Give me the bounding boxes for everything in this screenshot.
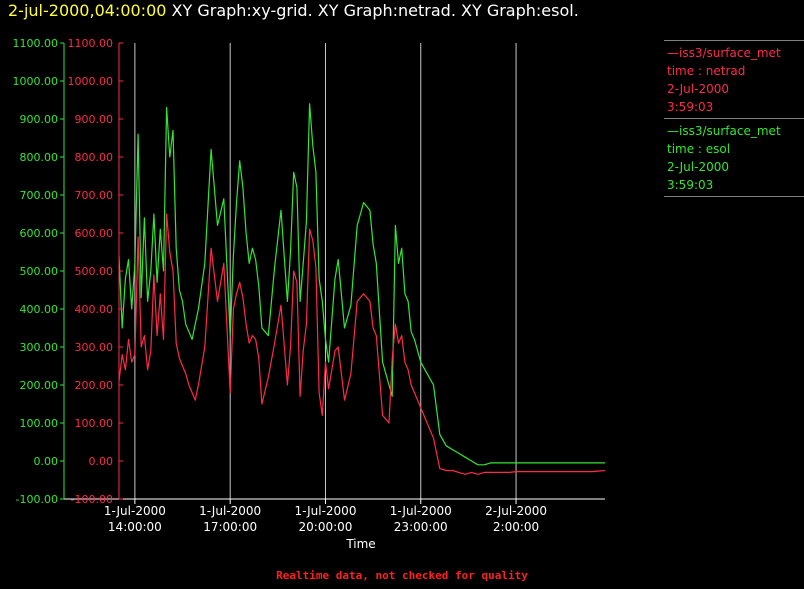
x-tick-label-time: 2:00:00: [493, 520, 539, 534]
y-tick-label-netrad: 0.00: [89, 455, 114, 468]
legend-time: 3:59:03: [667, 178, 714, 192]
y-tick-label-esol: 600.00: [20, 227, 59, 240]
y-tick-label-esol: 900.00: [20, 113, 59, 126]
y-tick-label-esol: 0.00: [34, 455, 59, 468]
y-tick-label-esol: 1000.00: [13, 75, 59, 88]
y-tick-label-netrad: 200.00: [75, 379, 114, 392]
header-bar: 2-jul-2000,04:00:00 XY Graph:xy-grid. XY…: [8, 1, 579, 23]
x-tick-label-date: 1-Jul-2000: [104, 504, 166, 518]
y-tick-label-netrad: 1000.00: [68, 75, 114, 88]
legend: —iss3/surface_met time : netrad 2-Jul-20…: [664, 40, 804, 197]
y-tick-label-esol: 200.00: [20, 379, 59, 392]
x-tick-label-time: 17:00:00: [203, 520, 257, 534]
y-tick-label-netrad: 600.00: [75, 227, 114, 240]
legend-entry-netrad: —iss3/surface_met time : netrad 2-Jul-20…: [664, 40, 804, 118]
vertical-grid: [134, 43, 517, 499]
series-line-esol: [118, 103, 605, 466]
x-tick-label-date: 1-Jul-2000: [390, 504, 452, 518]
legend-variable: time : esol: [667, 142, 731, 156]
legend-date: 2-Jul-2000: [667, 160, 729, 174]
y-tick-label-netrad: 700.00: [75, 189, 114, 202]
plot-area: [118, 103, 606, 475]
legend-date: 2-Jul-2000: [667, 82, 729, 96]
series-line-netrad: [118, 213, 606, 475]
y-tick-label-esol: -100.00: [16, 493, 58, 506]
y-tick-label-esol: 700.00: [20, 189, 59, 202]
y-tick-label-netrad: 800.00: [75, 151, 114, 164]
x-tick-label-time: 14:00:00: [108, 520, 162, 534]
y-tick-label-esol: 400.00: [20, 303, 59, 316]
y-tick-label-esol: 300.00: [20, 341, 59, 354]
y-tick-label-esol: 100.00: [20, 417, 59, 430]
legend-source: —iss3/surface_met: [667, 124, 781, 138]
y-tick-label-netrad: 1100.00: [68, 37, 114, 50]
y-tick-label-netrad: 500.00: [75, 265, 114, 278]
y-tick-label-netrad: 100.00: [75, 417, 114, 430]
y-tick-label-esol: 800.00: [20, 151, 59, 164]
axes: 1-Jul-2000 14:00:00 1-Jul-2000 17:00:00 1-Ju…: [13, 37, 605, 534]
header-graph-list: XY Graph:xy-grid. XY Graph:netrad. XY Gr…: [171, 1, 579, 20]
y-tick-label-netrad: 300.00: [75, 341, 114, 354]
legend-source: —iss3/surface_met: [667, 46, 781, 60]
y-tick-label-esol: 1100.00: [13, 37, 59, 50]
y-tick-label-esol: 500.00: [20, 265, 59, 278]
header-timestamp: 2-jul-2000,04:00:00: [8, 1, 167, 20]
x-tick-label-date: 2-Jul-2000: [485, 504, 547, 518]
x-tick-label-time: 20:00:00: [299, 520, 353, 534]
x-tick-label-time: 23:00:00: [394, 520, 448, 534]
legend-time: 3:59:03: [667, 100, 714, 114]
x-axis-label: Time: [345, 537, 375, 551]
legend-variable: time : netrad: [667, 64, 746, 78]
x-tick-label-date: 1-Jul-2000: [294, 504, 356, 518]
legend-entry-esol: —iss3/surface_met time : esol 2-Jul-2000…: [664, 118, 804, 197]
y-tick-label-netrad: 900.00: [75, 113, 114, 126]
x-tick-label-date: 1-Jul-2000: [199, 504, 261, 518]
quality-notice: Realtime data, not checked for quality: [276, 569, 528, 582]
y-tick-label-netrad: -100.00: [71, 493, 113, 506]
y-tick-label-netrad: 400.00: [75, 303, 114, 316]
